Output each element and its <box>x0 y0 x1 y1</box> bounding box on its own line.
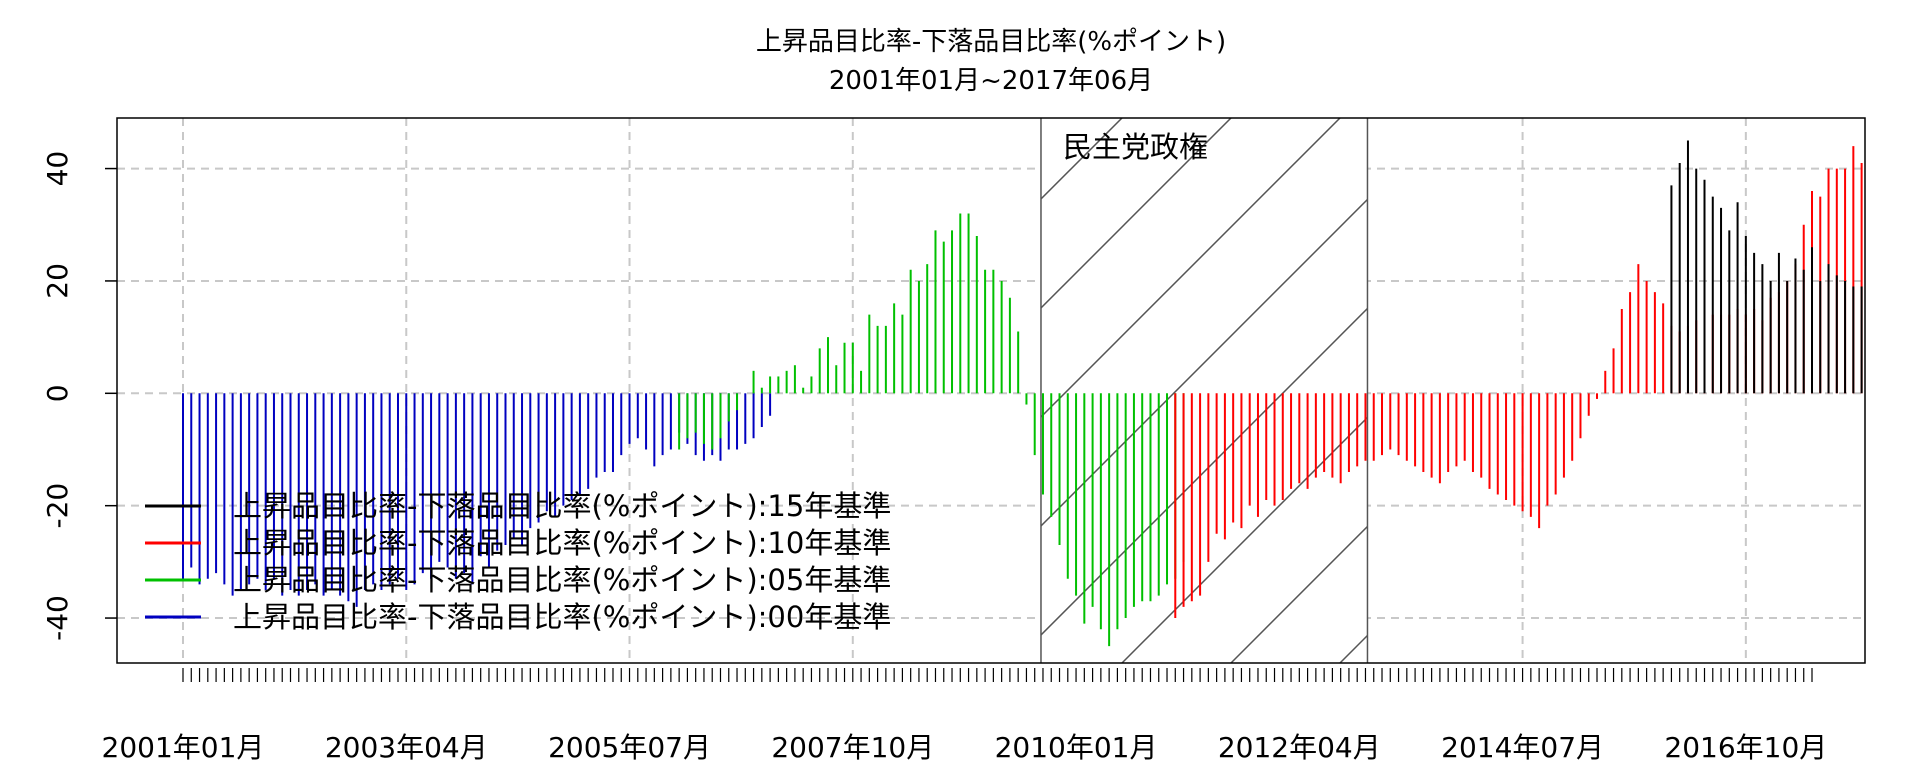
legend: 上昇品目比率-下落品目比率(%ポイント):15年基準上昇品目比率-下落品目比率(… <box>145 489 891 634</box>
x-tick-label: 2005年07月 <box>548 731 711 764</box>
legend-label: 上昇品目比率-下落品目比率(%ポイント):05年基準 <box>233 563 891 597</box>
legend-label: 上昇品目比率-下落品目比率(%ポイント):15年基準 <box>233 489 891 523</box>
y-tick-label: 20 <box>41 263 74 299</box>
bars <box>182 140 1863 647</box>
y-axis: -40 -20 0 20 40 <box>41 151 117 641</box>
plot-frame <box>116 117 1866 664</box>
chart-subtitle: 2001年01月~2017年06月 <box>829 66 1153 96</box>
y-tick-label: 40 <box>41 151 74 187</box>
y-tick-label: 0 <box>41 384 74 402</box>
x-tick-label: 2003年04月 <box>325 731 488 764</box>
x-tick-label: 2001年01月 <box>102 731 265 764</box>
chart-title: 上昇品目比率-下落品目比率(%ポイント) <box>756 27 1226 57</box>
x-minor-ticks <box>182 668 1813 682</box>
region-label: 民主党政権 <box>1063 130 1208 164</box>
x-tick-label: 2014年07月 <box>1441 731 1604 764</box>
region-hatching <box>1040 118 1368 663</box>
x-tick-label: 2007年10月 <box>771 731 934 764</box>
x-tick-label: 2010年01月 <box>995 731 1158 764</box>
x-tick-label: 2012年04月 <box>1218 731 1381 764</box>
region-fill <box>1040 118 1368 663</box>
legend-label: 上昇品目比率-下落品目比率(%ポイント):10年基準 <box>233 526 891 560</box>
x-axis: 2001年01月 2003年04月 2005年07月 2007年10月 2010年01月… <box>102 731 1828 764</box>
x-tick-label: 2016年10月 <box>1664 731 1827 764</box>
legend-label: 上昇品目比率-下落品目比率(%ポイント):00年基準 <box>233 600 891 634</box>
y-tick-label: -40 <box>41 595 74 641</box>
y-tick-label: -20 <box>41 483 74 529</box>
shaded-region <box>1040 118 1369 663</box>
